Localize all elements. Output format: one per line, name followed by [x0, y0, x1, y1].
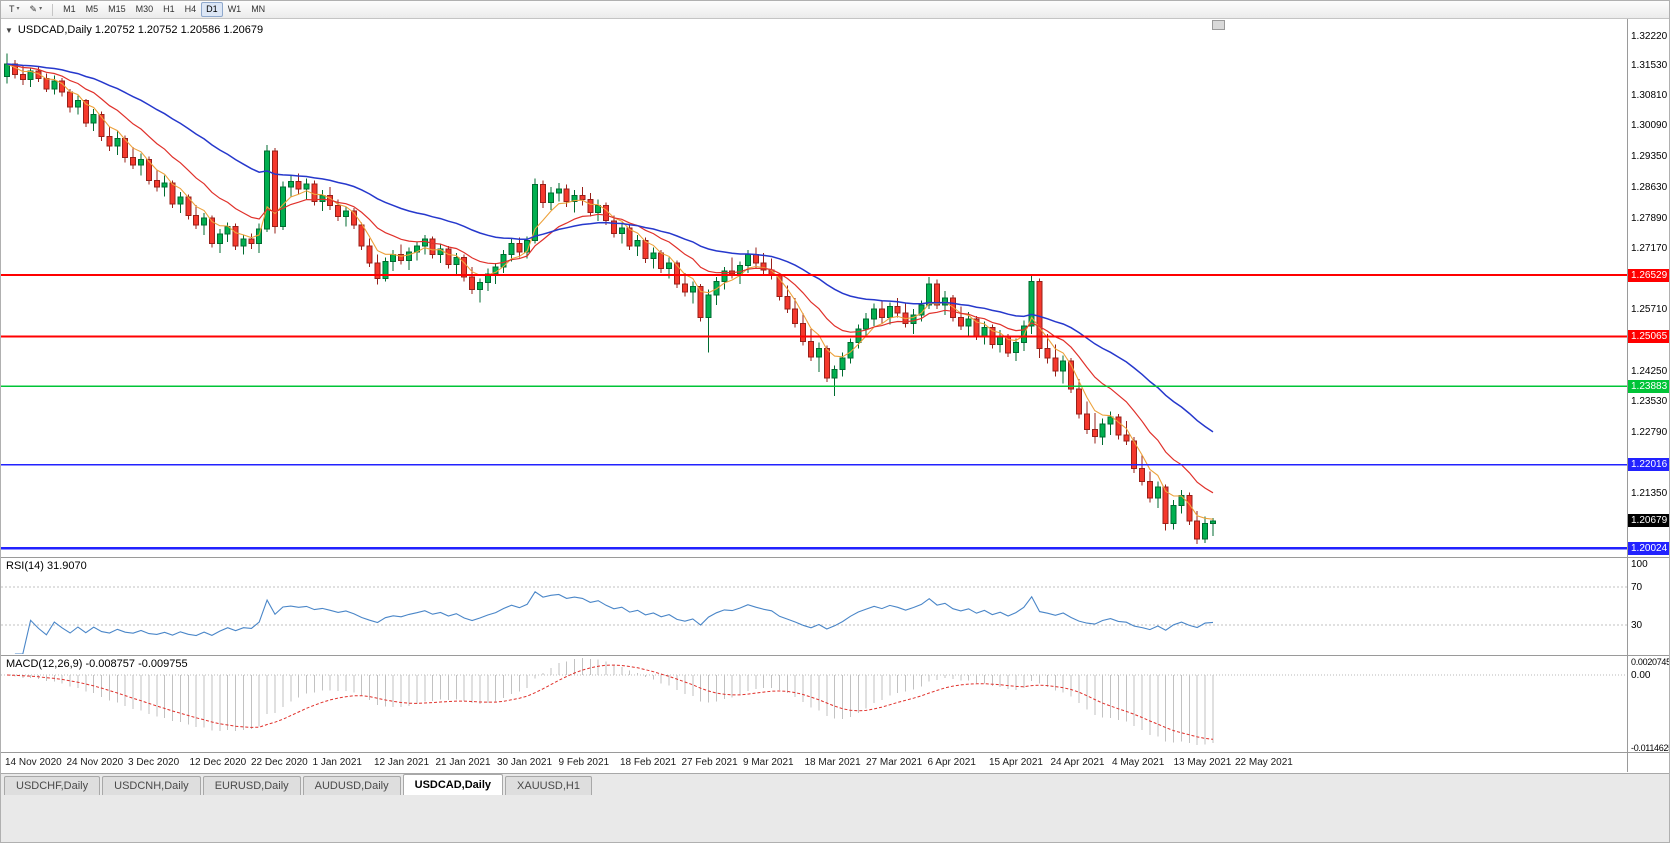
chart-title-text: USDCAD,Daily 1.20752 1.20752 1.20586 1.2… — [17, 24, 264, 36]
mid-ma-line — [6, 63, 1214, 494]
macd-axis-label: -0.0114625 — [1631, 742, 1670, 753]
date-label: 13 May 2021 — [1173, 757, 1232, 768]
date-label: 12 Dec 2020 — [189, 757, 247, 768]
collapse-icon[interactable]: ▼ — [5, 25, 13, 35]
price-axis-label: 1.30090 — [1631, 120, 1668, 132]
chart-tab-audusd-daily[interactable]: AUDUSD,Daily — [302, 776, 401, 795]
date-label: 1 Jan 2021 — [312, 757, 363, 768]
window-bottom-area — [1, 795, 1669, 842]
rsi-panel-canvas[interactable] — [1, 558, 1627, 654]
date-label: 24 Apr 2021 — [1050, 757, 1105, 768]
date-label: 30 Jan 2021 — [497, 757, 553, 768]
slow-ma-line — [6, 63, 1214, 433]
date-label: 12 Jan 2021 — [374, 757, 430, 768]
date-label: 27 Feb 2021 — [681, 757, 738, 768]
rsi-line — [14, 591, 1214, 654]
macd-signal-line — [6, 664, 1214, 740]
chart-tab-usdcad-daily[interactable]: USDCAD,Daily — [402, 774, 504, 795]
price-level-badge: 1.20024 — [1628, 541, 1669, 555]
toolbar-tools: T ▾ ✎ ▾ — [4, 2, 47, 17]
chart-tab-usdcnh-daily[interactable]: USDCNH,Daily — [102, 776, 201, 795]
timeframe-button-m1[interactable]: M1 — [63, 4, 76, 14]
date-label: 4 May 2021 — [1112, 757, 1165, 768]
macd-indicator-label: MACD(12,26,9) -0.008757 -0.009755 — [6, 658, 188, 670]
date-label: 24 Nov 2020 — [66, 757, 124, 768]
chart-tab-xauusd-h1[interactable]: XAUUSD,H1 — [505, 776, 592, 795]
date-label: 22 May 2021 — [1235, 757, 1293, 768]
price-level-badge: 1.22016 — [1628, 458, 1669, 472]
rsi-axis-label: 70 — [1631, 581, 1643, 593]
timeframe-button-w1[interactable]: W1 — [227, 4, 242, 14]
price-level-badge: 1.25065 — [1628, 330, 1669, 343]
panel-divider-rsi[interactable] — [1, 557, 1669, 558]
price-axis-label: 1.21350 — [1631, 487, 1668, 499]
chart-tab-usdchf-daily[interactable]: USDCHF,Daily — [4, 776, 101, 795]
price-axis-label: 1.32220 — [1631, 30, 1668, 42]
macd-histogram — [14, 658, 1214, 746]
template-tool-button[interactable]: T ▾ — [4, 2, 25, 17]
price-axis-label: 1.28630 — [1631, 181, 1668, 193]
rsi-axis-label: 30 — [1631, 620, 1643, 632]
toolbar-separator — [52, 3, 54, 16]
macd-axis-label: 0.0020745 — [1631, 656, 1670, 667]
timeframe-button-m15[interactable]: M15 — [108, 4, 126, 14]
date-label: 27 Mar 2021 — [866, 757, 923, 768]
date-label: 14 Nov 2020 — [5, 757, 62, 768]
price-axis-label: 1.24250 — [1631, 365, 1668, 377]
current-price-badge: 1.20679 — [1628, 514, 1669, 528]
time-axis-divider — [1, 752, 1669, 753]
price-axis-label: 1.23530 — [1631, 396, 1668, 408]
price-axis-label: 1.31530 — [1631, 59, 1668, 71]
price-axis-label: 1.27890 — [1631, 212, 1668, 224]
timeframe-button-m5[interactable]: M5 — [85, 4, 99, 14]
price-axis-label: 1.30810 — [1631, 90, 1668, 102]
draw-tool-button[interactable]: ✎ ▾ — [25, 2, 48, 17]
panel-divider-macd[interactable] — [1, 655, 1669, 656]
timeframe-button-m30[interactable]: M30 — [135, 4, 154, 14]
chevron-down-icon: ▾ — [39, 6, 43, 12]
price-axis-label: 1.22790 — [1631, 427, 1668, 439]
candlestick-series — [4, 53, 1216, 544]
time-axis[interactable]: 14 Nov 2020 24 Nov 2020 3 Dec 2020 12 Dec 2… — [1, 753, 1669, 773]
date-label: 6 Apr 2021 — [927, 757, 976, 768]
price-axis-label: 1.27170 — [1631, 243, 1668, 255]
price-level-badge: 1.23883 — [1628, 379, 1669, 393]
date-label: 3 Dec 2020 — [128, 757, 180, 768]
chart-tab-eurusd-daily[interactable]: EURUSD,Daily — [202, 776, 301, 795]
draw-tool-icon: ✎ — [29, 4, 38, 14]
date-label: 18 Mar 2021 — [804, 757, 861, 768]
fast-ma-line — [6, 63, 1214, 520]
timeframe-button-mn[interactable]: MN — [251, 4, 266, 14]
timeframe-toolbar: M1 M5 M15 M30 H1 H4 D1 W1 MN — [58, 2, 270, 17]
chart-title: ▼ USDCAD,Daily 1.20752 1.20752 1.20586 1… — [5, 24, 263, 36]
price-level-badge: 1.26529 — [1628, 268, 1669, 282]
date-label: 9 Feb 2021 — [558, 757, 610, 768]
date-label: 22 Dec 2020 — [251, 757, 308, 768]
timeframe-button-h1[interactable]: H1 — [163, 4, 175, 14]
date-label: 9 Mar 2021 — [743, 757, 794, 768]
chart-shift-marker[interactable] — [1212, 20, 1225, 30]
template-tool-icon: T — [9, 4, 15, 14]
chevron-down-icon: ▾ — [16, 6, 20, 12]
date-label: 21 Jan 2021 — [435, 757, 491, 768]
toolbar: T ▾ ✎ ▾ M1 M5 M15 M30 H1 H4 D1 W1 MN — [1, 1, 1669, 19]
timeframe-button-h4[interactable]: H4 — [184, 4, 197, 14]
rsi-axis-label: 100 — [1631, 559, 1648, 570]
chart-tab-bar: USDCHF,Daily USDCNH,Daily EURUSD,Daily AUDU… — [1, 773, 1669, 795]
macd-panel-canvas[interactable] — [1, 656, 1627, 751]
price-axis-label: 1.29350 — [1631, 151, 1668, 163]
macd-axis-label: 0.00 — [1631, 670, 1651, 681]
price-chart-canvas[interactable] — [1, 19, 1627, 557]
price-axis-label: 1.25710 — [1631, 304, 1668, 316]
date-label: 18 Feb 2021 — [620, 757, 677, 768]
price-axis[interactable]: 1.32220 1.31530 1.30810 1.30090 1.29350 1.286… — [1627, 19, 1670, 772]
date-label: 15 Apr 2021 — [989, 757, 1043, 768]
rsi-indicator-label: RSI(14) 31.9070 — [6, 560, 87, 572]
timeframe-button-d1[interactable]: D1 — [201, 2, 223, 17]
